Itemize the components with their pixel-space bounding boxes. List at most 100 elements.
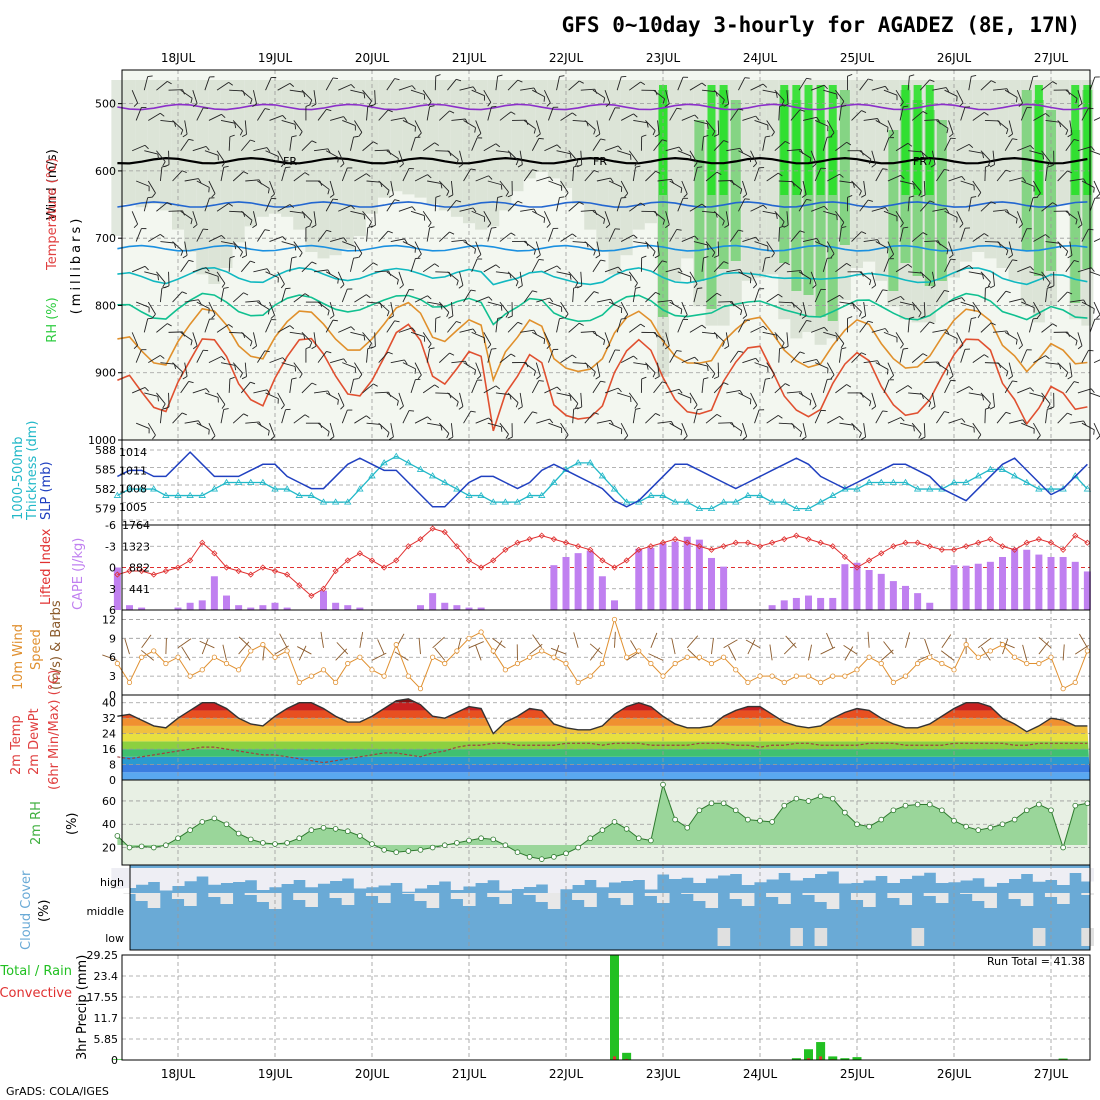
rh2m-point — [187, 827, 193, 833]
cape-bar — [1083, 571, 1091, 610]
wind-barb-flag — [985, 286, 991, 289]
wind-barb — [617, 150, 631, 156]
wind10-barb — [371, 652, 387, 661]
wind-barb — [459, 207, 474, 212]
wind-barb — [572, 167, 575, 182]
cape-bar — [950, 565, 958, 610]
wind-barb-flag — [429, 226, 435, 229]
wind-barb — [826, 120, 835, 133]
wind-barb — [681, 180, 688, 195]
wind-barb-flag — [1096, 435, 1100, 440]
cloud-gap-middle — [608, 893, 622, 898]
wind-barb-flag — [579, 80, 584, 84]
wind-barb — [944, 331, 958, 339]
wind-barb — [924, 119, 939, 121]
li-tick: -6 — [105, 519, 116, 532]
wind10-barb — [279, 633, 288, 648]
wind-barb — [354, 120, 363, 133]
wind-barb — [475, 417, 489, 424]
wind10-barb — [238, 636, 252, 649]
rh2m-point — [757, 817, 763, 824]
wind-barb — [180, 331, 193, 341]
wind-barb-flag — [250, 260, 256, 264]
cloud-gap-high — [608, 868, 622, 883]
wind-barb — [265, 198, 272, 212]
wind-barb — [131, 332, 139, 346]
wind10-point — [393, 642, 399, 648]
wind10-point — [1072, 679, 1078, 686]
date-tick-bottom: 21JUL — [452, 1067, 487, 1081]
wind-barb-flag — [1047, 282, 1051, 288]
cloud-gap-high — [802, 868, 816, 878]
wind-barb-flag — [634, 282, 638, 288]
wind-barb-flag — [852, 303, 855, 310]
wind-barb — [1021, 180, 1035, 187]
wind-barb-flag — [900, 417, 905, 422]
wind10-point — [818, 679, 824, 686]
wind-barb-flag — [559, 196, 565, 199]
wind-barb-flag — [388, 315, 394, 319]
wind-barb — [1057, 170, 1068, 182]
cape-bar — [223, 595, 230, 610]
cloud-gap-high — [232, 868, 246, 882]
wind-barb — [608, 422, 622, 430]
wind-barb — [548, 180, 562, 187]
cloud-gap-middle — [972, 893, 985, 901]
wind-barb — [366, 348, 369, 363]
temp-band — [122, 741, 1090, 750]
wind-barb-flag — [569, 274, 572, 280]
wind-barb — [232, 241, 243, 253]
wind-barb-flag — [593, 291, 599, 294]
wind-barb-flag — [920, 436, 926, 440]
wind-barb — [839, 180, 854, 184]
wind-barb-flag — [922, 111, 928, 115]
wind-barb-flag — [572, 233, 577, 238]
wind-barb — [532, 331, 545, 340]
wind-barb — [495, 318, 499, 333]
cloud-gap-high — [1057, 868, 1070, 885]
rh2m-point — [1084, 800, 1091, 807]
wind-barb-flag — [396, 158, 399, 164]
thickness-point — [744, 491, 752, 498]
wind-barb-flag — [291, 377, 297, 380]
wind-barb — [277, 392, 285, 406]
wind10-point — [114, 660, 120, 667]
temp2m-tick: 0 — [109, 774, 116, 787]
wind-barb-flag — [749, 278, 752, 284]
wind-barb-flag — [1005, 169, 1011, 173]
wind10-point — [260, 642, 266, 648]
wind-barb — [1017, 387, 1031, 394]
wind-barb — [596, 298, 611, 303]
wind10-barb — [262, 644, 265, 661]
wind10-barb — [394, 651, 409, 661]
wind-barb-flag — [1067, 170, 1073, 174]
wind10-barb — [181, 646, 191, 661]
wind-barb-flag — [160, 233, 165, 238]
wind-barb — [398, 392, 404, 407]
li-point — [672, 536, 679, 543]
cloud-gap-high — [208, 868, 221, 885]
cloud-gap-high — [184, 868, 197, 882]
wind-barb-flag — [971, 196, 977, 198]
wind-barb-flag — [724, 345, 729, 350]
wind-barb — [790, 230, 801, 242]
cape-bar — [1011, 548, 1019, 610]
wind-barb — [1008, 120, 1013, 135]
wind-barb — [1016, 332, 1023, 346]
cape-bar — [695, 539, 703, 610]
wind10-barb — [745, 639, 761, 649]
wind-barb — [923, 180, 926, 196]
li-point — [902, 539, 909, 546]
wind-barb — [919, 200, 930, 212]
wind-barb — [863, 118, 878, 121]
cloud-gap-middle — [899, 893, 913, 905]
li-point — [720, 543, 727, 550]
li-tick: 0 — [109, 562, 116, 575]
wind-barb — [968, 271, 983, 275]
wind-barb — [252, 90, 258, 104]
wind-barb-flag — [221, 404, 226, 409]
wind-barb — [160, 362, 175, 365]
wind-barb-flag — [882, 410, 888, 413]
cloud-gap-high — [693, 868, 706, 883]
wind-barb — [220, 409, 225, 424]
